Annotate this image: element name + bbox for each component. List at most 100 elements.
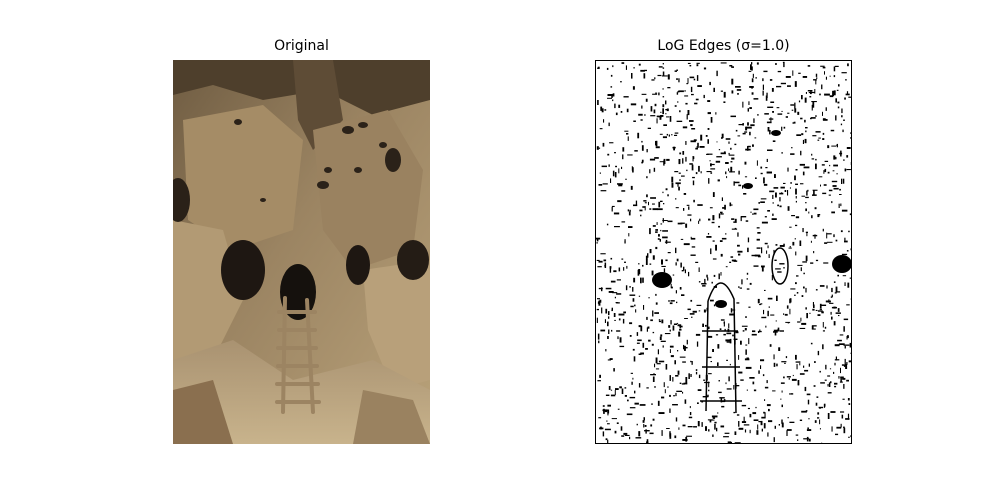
edge-speckle	[661, 430, 663, 436]
edge-speckle	[614, 103, 616, 109]
edge-speckle	[805, 196, 809, 199]
edge-speckle	[841, 414, 844, 419]
edge-speckle	[744, 161, 747, 165]
edge-speckle	[650, 115, 656, 117]
edge-speckle	[849, 213, 851, 216]
edge-speckle	[596, 239, 599, 242]
edge-speckle	[765, 325, 767, 328]
edge-speckle	[705, 324, 707, 327]
edge-speckle	[772, 213, 774, 216]
edge-speckle	[733, 338, 738, 340]
edge-speckle	[811, 325, 817, 327]
edge-speckle	[659, 161, 664, 163]
edge-speckle	[796, 292, 799, 294]
edge-speckle	[678, 78, 680, 83]
edge-speckle	[602, 142, 605, 147]
edge-speckle	[751, 66, 753, 71]
edge-speckle	[849, 277, 851, 279]
edge-speckle	[628, 233, 630, 237]
edge-speckle	[666, 428, 670, 429]
edge-speckle	[746, 278, 748, 280]
edge-speckle	[708, 326, 710, 330]
edge-speckle	[773, 329, 779, 332]
edge-speckle	[834, 359, 840, 361]
edge-speckle	[617, 408, 620, 410]
edge-speckle	[810, 342, 813, 345]
edge-speckle	[675, 417, 678, 422]
edge-speckle	[819, 93, 821, 96]
edge-speckle	[603, 259, 607, 262]
edge-speckle	[760, 166, 763, 169]
edge-speckle	[702, 285, 706, 287]
edge-speckle	[654, 312, 659, 314]
edge-speckle	[666, 158, 670, 161]
edge-speckle	[843, 119, 845, 121]
edge-speckle	[649, 249, 652, 254]
edge-speckle	[726, 388, 732, 390]
edge-speckle	[662, 63, 664, 65]
edge-speckle	[652, 310, 654, 317]
edge-speckle	[776, 107, 780, 109]
edge-speckle	[825, 76, 827, 80]
edge-speckle	[804, 97, 807, 103]
edge-speckle	[790, 182, 792, 184]
edge-speckle	[745, 366, 752, 369]
edge-speckle	[610, 74, 613, 77]
edge-speckle	[805, 127, 808, 129]
edge-speckle	[649, 228, 651, 235]
cliff-dwelling-photo	[173, 60, 430, 444]
edge-speckle	[791, 109, 794, 111]
edge-speckle	[766, 250, 768, 254]
edge-speckle	[689, 412, 692, 416]
edge-speckle	[760, 359, 765, 362]
edge-speckle	[693, 78, 696, 81]
edge-speckle	[683, 208, 685, 211]
edge-speckle	[646, 387, 649, 389]
edge-speckle	[597, 266, 602, 268]
edge-speckle	[783, 243, 785, 247]
edge-speckle	[652, 255, 655, 260]
edge-speckle	[762, 90, 764, 96]
edge-speckle	[623, 267, 625, 271]
edge-speckle	[701, 283, 707, 285]
edge-speckle	[820, 382, 825, 384]
edge-speckle	[796, 364, 798, 370]
edge-speckle	[743, 424, 750, 426]
edge-speckle	[790, 393, 794, 395]
edge-speckle	[771, 274, 773, 281]
edge-speckle	[766, 158, 768, 162]
edge-speckle	[671, 182, 674, 188]
edge-speckle	[822, 330, 825, 332]
edge-speckle	[607, 359, 611, 361]
edge-speckle	[764, 289, 766, 291]
edge-speckle	[686, 83, 688, 85]
edge-speckle	[846, 155, 849, 158]
edge-speckle	[612, 93, 615, 97]
edge-speckle	[614, 430, 617, 434]
edge-speckle	[832, 170, 835, 172]
edge-speckle	[817, 417, 820, 419]
edge-speckle	[646, 149, 648, 153]
edge-speckle	[792, 70, 794, 76]
edge-speckle	[779, 263, 785, 265]
edge-speckle	[612, 292, 618, 294]
edge-speckle	[663, 124, 667, 126]
edge-speckle	[607, 404, 611, 407]
edge-speckle	[629, 286, 631, 288]
edge-speckle	[623, 96, 629, 98]
edge-speckle	[734, 442, 741, 443]
edge-speckle	[824, 71, 825, 75]
edge-speckle	[713, 87, 715, 92]
edge-speckle	[646, 316, 648, 320]
edge-speckle	[604, 428, 611, 431]
edge-speckle	[847, 335, 849, 339]
edge-speckle	[659, 238, 661, 242]
edge-speckle	[814, 89, 816, 94]
edge-speckle	[675, 392, 677, 397]
edge-speckle	[850, 435, 851, 438]
edge-speckle	[828, 382, 831, 387]
edge-speckle	[608, 291, 614, 293]
edge-speckle	[817, 139, 820, 141]
edge-speckle	[613, 270, 617, 273]
edge-speckle	[834, 382, 838, 385]
